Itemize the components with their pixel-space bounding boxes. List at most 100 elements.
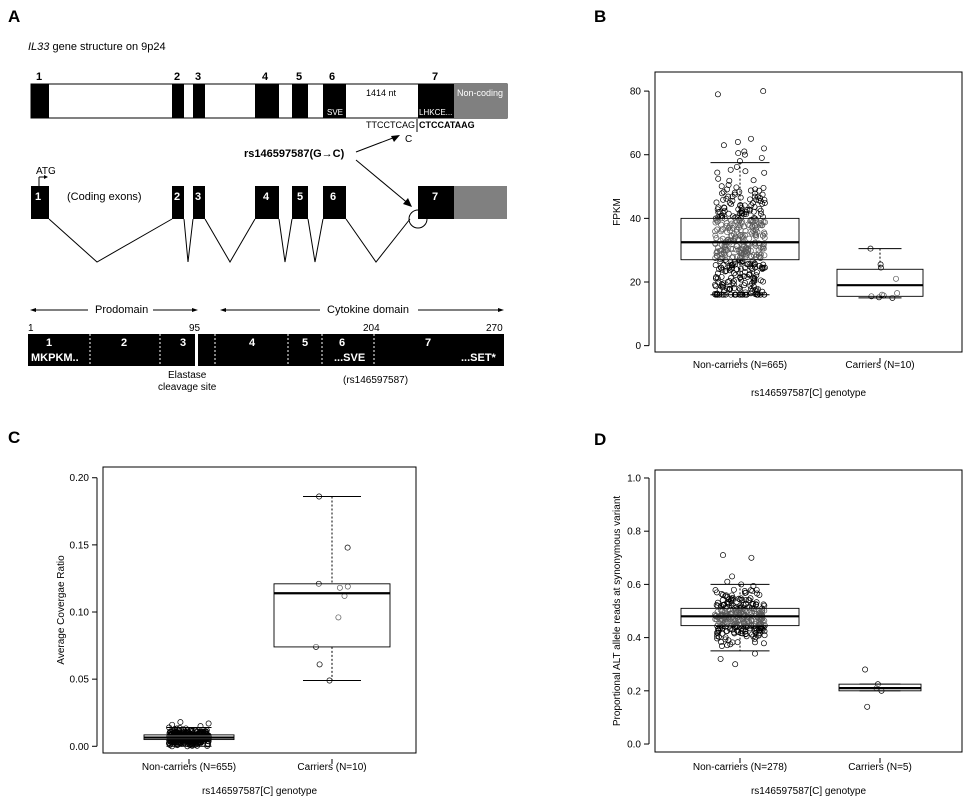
y-axis-label: Average Covergae Ratio: [56, 555, 67, 665]
coding-exon-4: [255, 186, 279, 219]
protein-seg-5: 5: [302, 337, 308, 349]
data-point: [738, 219, 745, 226]
data-point: [725, 637, 732, 644]
data-point: [715, 621, 722, 628]
data-point: [734, 614, 740, 621]
panel-a: A IL33 gene structure on 9p24 1 2 3 4 5 …: [8, 7, 508, 393]
data-point: [731, 629, 737, 636]
data-point: [722, 636, 729, 643]
data-point: [757, 277, 764, 284]
data-point: [713, 589, 720, 596]
data-point: [712, 232, 719, 239]
data-point: [756, 591, 763, 598]
data-point: [739, 235, 746, 242]
coding-exon-6: [323, 186, 346, 219]
protein-seg-4: 4: [249, 337, 256, 349]
gene-title-italic: IL33: [28, 41, 50, 53]
data-point: [714, 614, 721, 621]
exon-label-6: 6: [329, 71, 335, 83]
data-point: [746, 271, 753, 278]
coding-exon-label-2: 2: [174, 191, 180, 203]
data-point: [718, 281, 725, 288]
box: [273, 583, 391, 648]
data-point: [734, 139, 741, 145]
x-axis-label: rs146597587[C] genotype: [751, 786, 867, 797]
data-point: [760, 261, 767, 268]
data-point: [344, 544, 351, 551]
data-point: [718, 228, 724, 235]
x-tick-label: Carriers (N=5): [848, 762, 912, 773]
data-point: [719, 282, 726, 289]
protein-seg-2: 2: [121, 337, 127, 349]
data-point: [727, 641, 734, 648]
gene-title: IL33 gene structure on 9p24: [28, 41, 166, 53]
pos-270: 270: [486, 323, 503, 334]
data-point: [723, 267, 730, 274]
data-point: [731, 222, 738, 229]
chart-coverage-ratio: 0.00 0.05 0.10 0.15 0.20 Average Covergae Rat…: [56, 466, 417, 797]
data-point: [723, 195, 730, 202]
y-tick-label: 0.2: [627, 686, 641, 697]
data-point: [753, 196, 760, 203]
splice-line-4-5: [278, 218, 293, 263]
exon-2-box: [172, 84, 184, 118]
data-point: [749, 230, 755, 237]
data-point: [761, 632, 768, 639]
data-point: [760, 601, 767, 608]
data-point: [747, 282, 754, 289]
variant-circle: [408, 209, 428, 229]
data-point: [719, 266, 726, 273]
data-point: [742, 589, 749, 596]
data-point: [747, 587, 754, 594]
data-point: [717, 258, 724, 265]
plot-frame: [654, 71, 963, 353]
data-point: [761, 231, 768, 237]
protein-end-seq: ...SET*: [461, 352, 497, 364]
data-point: [741, 202, 748, 209]
variant-ref: (rs146597587): [343, 375, 408, 386]
data-point: [745, 221, 751, 228]
data-point: [757, 244, 764, 251]
data-point: [741, 148, 748, 155]
data-point: [743, 211, 749, 218]
data-point: [747, 263, 754, 270]
data-point: [761, 145, 767, 152]
arrow-to-base: [355, 135, 399, 153]
cytokine-label: Cytokine domain: [327, 304, 409, 316]
pos-1: 1: [28, 323, 34, 334]
coding-exon-label-7: 7: [432, 191, 438, 203]
data-point: [720, 188, 727, 195]
data-point: [714, 248, 721, 255]
data-point: [737, 194, 744, 201]
data-point: [714, 218, 721, 225]
data-point: [726, 278, 733, 285]
data-point: [877, 264, 884, 271]
coding-exon-2: [172, 186, 184, 219]
exon-label-5: 5: [296, 71, 302, 83]
data-point: [725, 193, 732, 200]
data-point: [736, 285, 743, 292]
data-point: [177, 719, 184, 726]
data-point: [728, 620, 735, 627]
x-tick-label: Carriers (N=10): [845, 360, 914, 371]
data-point: [752, 650, 758, 657]
protein-seg-6: 6: [339, 337, 345, 349]
y-tick-label: 20: [630, 278, 642, 289]
data-point: [725, 210, 732, 217]
data-point: [715, 633, 722, 640]
data-point: [713, 274, 720, 281]
variant-label: rs146597587(G→C): [244, 148, 345, 160]
data-point: [728, 201, 735, 208]
splice-line-2-3: [183, 218, 194, 263]
data-point: [877, 261, 884, 268]
data-point: [203, 733, 210, 740]
data-point: [336, 584, 343, 591]
data-point: [747, 196, 753, 203]
cytokine-arrowhead-right: [498, 308, 504, 312]
data-point: [194, 728, 201, 735]
protein-segment-dividers: [89, 334, 375, 366]
data-point: [185, 729, 192, 736]
data-point: [758, 154, 765, 161]
lhkce-label: LHKCE...: [419, 108, 452, 117]
